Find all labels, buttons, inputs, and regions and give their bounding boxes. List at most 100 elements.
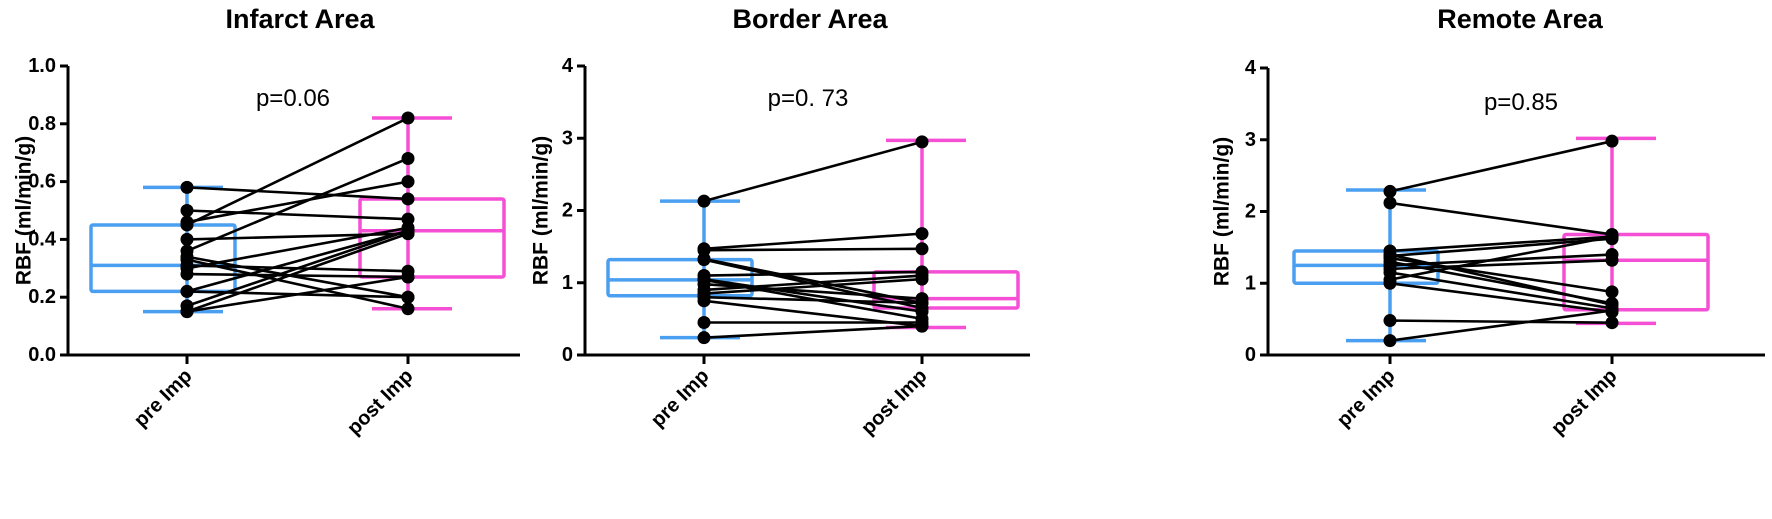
data-point-post: [915, 135, 929, 149]
y-axis-label: RBF (ml/min/g): [530, 136, 553, 285]
pair-line: [186, 258, 409, 311]
y-tick-label: 2: [1245, 201, 1256, 223]
data-point-pre: [1383, 276, 1397, 290]
pair-line: [1389, 319, 1613, 325]
data-point-post: [401, 192, 415, 206]
data-point-pre: [697, 253, 711, 267]
pair-line: [703, 274, 923, 292]
pair-line: [1389, 281, 1613, 314]
y-tick-label: 3: [1245, 129, 1256, 151]
data-point-post: [915, 296, 929, 310]
paired-data: [697, 135, 929, 345]
data-point-pre: [697, 331, 711, 345]
data-point-pre: [1383, 184, 1397, 198]
data-point-post: [1605, 304, 1619, 318]
pair-line: [186, 272, 409, 279]
y-tick-label: 0: [562, 344, 573, 366]
data-point-post: [401, 227, 415, 241]
pair-line: [186, 232, 409, 313]
data-point-pre: [180, 204, 194, 217]
pair-line: [1389, 258, 1613, 271]
data-point-post: [401, 175, 415, 189]
y-tick-label: 2: [562, 200, 573, 222]
y-tick-label: 0.0: [28, 344, 56, 366]
pair-line: [186, 209, 409, 221]
pair-line: [703, 295, 923, 305]
x-tick-label-pre: pre Imp: [130, 365, 197, 432]
paired-data: [180, 111, 415, 319]
data-point-post: [915, 272, 929, 286]
data-point-post: [1605, 285, 1619, 299]
data-point-post: [401, 111, 415, 125]
y-tick-label: 0.8: [28, 113, 56, 135]
data-point-pre: [1383, 314, 1397, 328]
box-pre: [606, 199, 754, 340]
chart-remote-area: Remote Area p=0.85 RBF (ml/min/g) pre Im…: [1211, 4, 1765, 439]
data-point-post: [1605, 316, 1619, 330]
pair-line: [186, 275, 409, 313]
data-point-pre: [1383, 334, 1397, 348]
y-tick-label: 3: [562, 127, 573, 149]
data-point-post: [915, 227, 929, 241]
data-point-pre: [180, 284, 194, 298]
y-tick-label: 4: [562, 55, 574, 77]
x-tick-label-post: post Imp: [857, 365, 931, 439]
y-tick-label: 0.2: [28, 286, 56, 308]
pair-line: [186, 229, 409, 293]
y-tick-label: 4: [1245, 57, 1257, 79]
chart-title: Infarct Area: [225, 4, 375, 34]
p-value-annotation: p=0. 73: [768, 85, 849, 112]
data-point-pre: [180, 218, 194, 232]
data-point-pre: [697, 315, 711, 329]
pair-line: [703, 270, 923, 277]
iqr-box: [89, 223, 237, 294]
pair-line: [703, 324, 923, 339]
pair-line: [186, 186, 409, 201]
data-point-pre: [180, 267, 194, 281]
pair-line: [1389, 139, 1613, 193]
chart-border-area: Border Area p=0. 73 RBF (ml/min/g) pre I…: [530, 4, 1030, 439]
y-tick-label: 0.6: [28, 171, 56, 193]
pair-line: [703, 277, 923, 295]
pair-line: [703, 247, 923, 252]
y-axis-label: RBF (ml/min/g): [1211, 137, 1234, 286]
iqr-box: [606, 257, 754, 298]
y-tick-label: 0.4: [28, 228, 57, 250]
pair-line: [186, 157, 409, 253]
x-tick-label-post: post Imp: [1547, 365, 1621, 439]
data-point-pre: [697, 194, 711, 208]
y-tick-label: 0: [1245, 344, 1256, 366]
pair-line: [1389, 235, 1613, 281]
data-point-post: [401, 151, 415, 165]
pair-line: [186, 255, 409, 299]
pair-line: [1389, 237, 1613, 258]
chart-infarct-area: Infarct Area p=0.06 RBF (ml/min/g) pre I…: [13, 4, 520, 439]
data-point-post: [1605, 230, 1619, 244]
data-point-post: [401, 270, 415, 284]
data-point-post: [401, 290, 415, 304]
data-point-post: [1605, 253, 1619, 267]
p-value-annotation: p=0.85: [1484, 89, 1558, 116]
x-tick-label-pre: pre Imp: [647, 365, 714, 432]
chart-title: Remote Area: [1437, 4, 1604, 34]
pair-line: [186, 180, 409, 224]
x-tick-label-pre: pre Imp: [1333, 365, 1400, 432]
p-value-annotation: p=0.06: [256, 85, 330, 112]
pair-line: [1389, 235, 1613, 253]
x-tick-label-post: post Imp: [343, 365, 417, 439]
chart-title: Border Area: [732, 4, 888, 34]
data-point-post: [1605, 134, 1619, 148]
y-tick-label: 1.0: [28, 55, 56, 77]
pair-line: [1389, 253, 1613, 267]
data-point-post: [401, 302, 415, 316]
pair-line: [186, 226, 409, 270]
data-point-post: [915, 319, 929, 333]
y-tick-label: 1: [562, 272, 573, 294]
pair-line: [186, 116, 409, 227]
data-point-pre: [1383, 196, 1397, 210]
data-point-pre: [180, 180, 194, 194]
data-point-post: [915, 242, 929, 256]
pair-line: [1389, 309, 1613, 342]
